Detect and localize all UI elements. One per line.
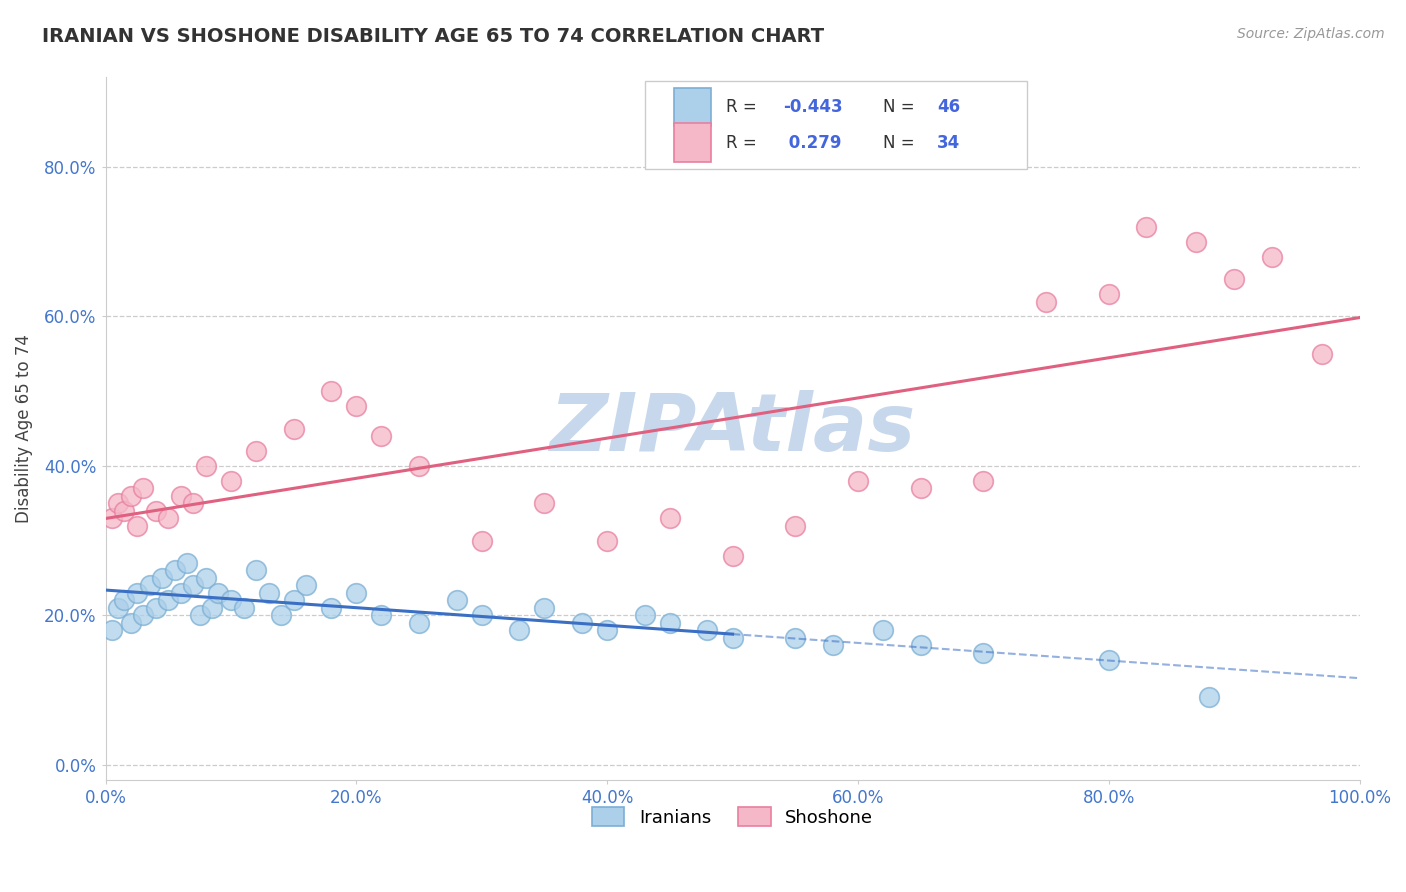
Point: [910, 638, 932, 652]
Point: [120, 489, 142, 503]
Text: 34: 34: [936, 134, 960, 152]
Point: [1098, 287, 1121, 301]
Point: [188, 608, 211, 623]
Point: [245, 564, 267, 578]
Point: [107, 496, 129, 510]
Point: [658, 511, 681, 525]
Text: 46: 46: [936, 98, 960, 116]
Text: R =: R =: [727, 134, 762, 152]
Point: [145, 600, 167, 615]
Legend: Iranians, Shoshone: Iranians, Shoshone: [585, 799, 880, 834]
Point: [846, 474, 869, 488]
Point: [596, 624, 619, 638]
Point: [132, 481, 155, 495]
Point: [1310, 347, 1333, 361]
Point: [157, 511, 180, 525]
Point: [283, 593, 305, 607]
Point: [125, 518, 148, 533]
Point: [471, 608, 494, 623]
Text: R =: R =: [727, 98, 762, 116]
Point: [344, 586, 367, 600]
Point: [207, 586, 229, 600]
Point: [194, 458, 217, 473]
Point: [1035, 294, 1057, 309]
Point: [321, 384, 343, 399]
Point: [1185, 235, 1208, 249]
Point: [571, 615, 593, 630]
Point: [370, 429, 392, 443]
Point: [344, 399, 367, 413]
Point: [295, 578, 318, 592]
Point: [201, 600, 224, 615]
Point: [170, 586, 193, 600]
Bar: [673, 87, 711, 127]
Point: [114, 504, 136, 518]
Text: ZIPAtlas: ZIPAtlas: [550, 390, 915, 467]
Point: [408, 458, 430, 473]
Point: [245, 444, 267, 458]
Point: [508, 624, 530, 638]
Point: [785, 631, 807, 645]
Text: Source: ZipAtlas.com: Source: ZipAtlas.com: [1237, 27, 1385, 41]
Text: N =: N =: [883, 134, 920, 152]
Point: [183, 578, 205, 592]
Point: [321, 600, 343, 615]
Point: [658, 615, 681, 630]
Point: [972, 474, 994, 488]
Point: [283, 421, 305, 435]
Point: [138, 578, 160, 592]
Point: [232, 600, 254, 615]
Point: [634, 608, 657, 623]
Point: [1198, 690, 1220, 705]
Point: [533, 496, 555, 510]
Point: [1261, 250, 1284, 264]
Text: -0.443: -0.443: [783, 98, 842, 116]
Point: [972, 646, 994, 660]
Point: [120, 615, 142, 630]
Point: [721, 549, 744, 563]
Point: [150, 571, 173, 585]
Point: [471, 533, 494, 548]
Point: [1098, 653, 1121, 667]
Text: 0.279: 0.279: [783, 134, 841, 152]
Point: [785, 518, 807, 533]
Point: [157, 593, 180, 607]
Point: [721, 631, 744, 645]
Bar: [673, 123, 711, 162]
Point: [910, 481, 932, 495]
Point: [107, 600, 129, 615]
Point: [1223, 272, 1246, 286]
Text: IRANIAN VS SHOSHONE DISABILITY AGE 65 TO 74 CORRELATION CHART: IRANIAN VS SHOSHONE DISABILITY AGE 65 TO…: [42, 27, 824, 45]
Point: [872, 624, 894, 638]
Point: [101, 624, 124, 638]
Point: [270, 608, 292, 623]
Point: [696, 624, 718, 638]
Point: [163, 564, 186, 578]
Point: [821, 638, 844, 652]
Point: [132, 608, 155, 623]
Point: [370, 608, 392, 623]
Point: [219, 593, 242, 607]
Point: [257, 586, 280, 600]
Text: N =: N =: [883, 98, 920, 116]
Point: [114, 593, 136, 607]
Point: [219, 474, 242, 488]
Point: [596, 533, 619, 548]
Point: [408, 615, 430, 630]
Point: [101, 511, 124, 525]
Point: [1135, 219, 1157, 234]
Point: [145, 504, 167, 518]
Point: [194, 571, 217, 585]
Point: [125, 586, 148, 600]
Y-axis label: Disability Age 65 to 74: Disability Age 65 to 74: [15, 334, 32, 523]
Point: [183, 496, 205, 510]
Point: [176, 556, 198, 570]
FancyBboxPatch shape: [645, 81, 1028, 169]
Point: [533, 600, 555, 615]
Point: [170, 489, 193, 503]
Point: [446, 593, 468, 607]
